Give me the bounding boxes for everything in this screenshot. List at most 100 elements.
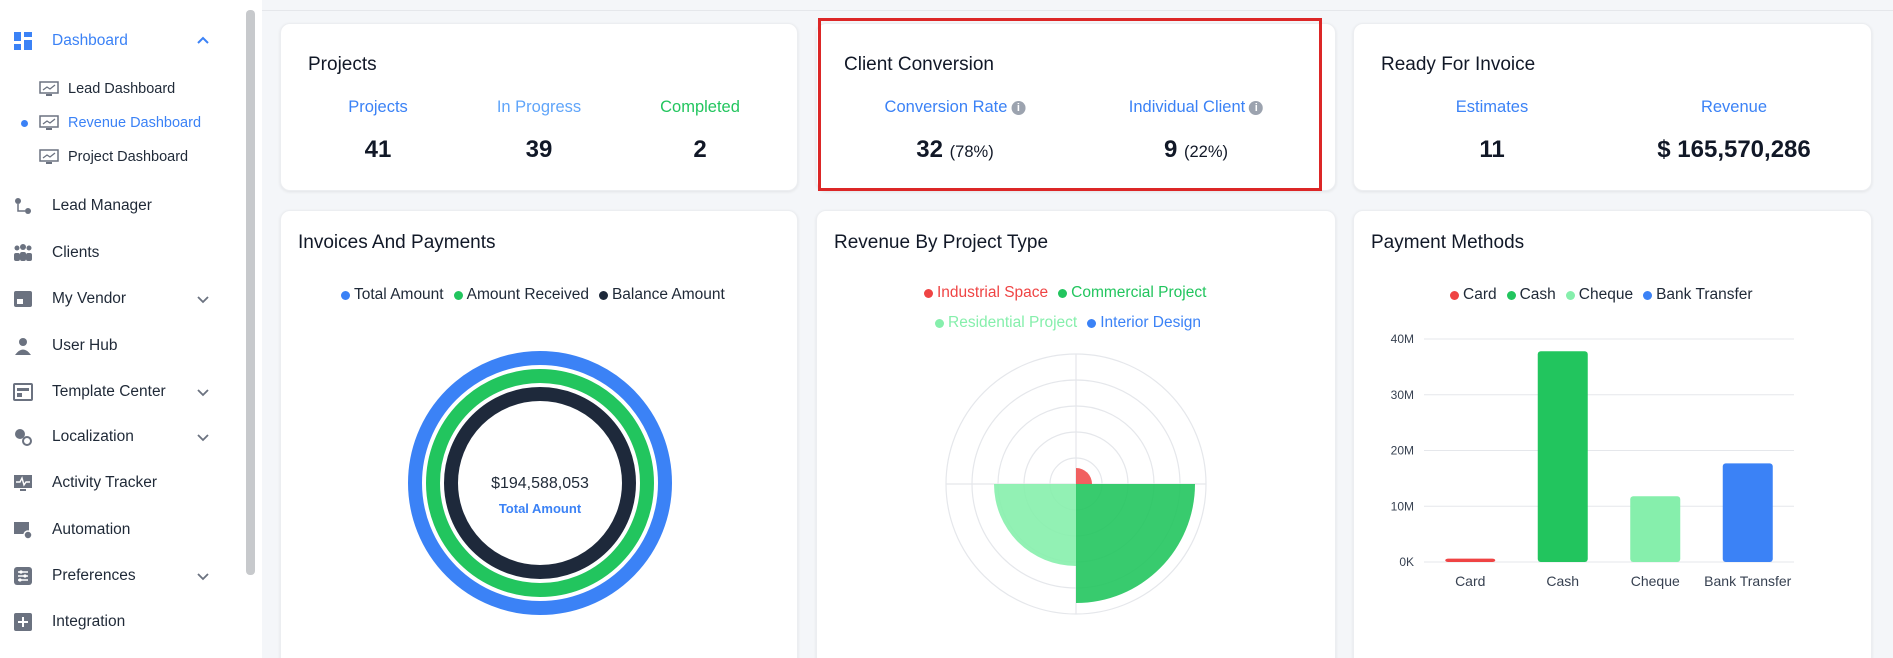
polar-area-chart (945, 353, 1207, 615)
legend-item[interactable]: Industrial Space (924, 284, 1048, 302)
chevron-down-icon[interactable] (196, 292, 210, 306)
in-progress-value: 39 (525, 136, 553, 163)
clients-icon (12, 242, 34, 264)
sidebar-scrollbar[interactable] (246, 10, 255, 575)
center-label: Total Amount (499, 501, 582, 516)
projects-value: 41 (364, 136, 392, 163)
chevron-down-icon[interactable] (196, 430, 210, 444)
monitor-chart-icon (39, 81, 59, 96)
residential-project-slice[interactable] (994, 484, 1076, 566)
payment-methods-card: Payment Methods Card Cash Cheque Bank Tr… (1353, 210, 1872, 658)
legend-item[interactable]: Residential Project (935, 314, 1077, 332)
lead-manager-icon (12, 195, 34, 217)
legend-dot (341, 290, 350, 300)
completed-label: Completed (660, 98, 740, 116)
y-tick-label: 30M (1391, 388, 1414, 402)
legend-item[interactable]: Cheque (1565, 286, 1633, 304)
chevron-down-icon[interactable] (196, 569, 210, 583)
ready-for-invoice-card: Ready For Invoice Estimates 11 Revenue $… (1353, 23, 1872, 191)
in-progress-label: In Progress (496, 98, 582, 116)
y-tick-label: 0K (1399, 555, 1414, 569)
legend-dot (1643, 290, 1653, 300)
info-icon[interactable]: i (1249, 100, 1264, 115)
preferences-icon (12, 565, 34, 587)
radial-bar-chart: $194,588,053 Total Amount (408, 351, 672, 615)
card-title: Projects (308, 54, 377, 75)
chart-legend: Industrial Space Commercial Project (924, 284, 1206, 302)
legend-dot (1450, 290, 1459, 300)
user-icon (12, 335, 34, 357)
center-value: $194,588,053 (491, 475, 589, 492)
legend-item[interactable]: Interior Design (1087, 314, 1201, 332)
projects-label: Projects (348, 98, 408, 116)
dashboard-icon (12, 30, 34, 52)
legend-item[interactable]: Total Amount (341, 286, 444, 304)
chart-legend: Total Amount Amount Received Balance Amo… (341, 286, 725, 304)
highlight-box (818, 18, 1322, 191)
y-tick-label: 20M (1391, 444, 1414, 458)
estimates-value: 11 (1479, 136, 1505, 163)
amount-received-ring[interactable] (426, 369, 654, 597)
invoices-payments-card: Invoices And Payments Total Amount Amoun… (280, 210, 798, 658)
info-icon[interactable]: i (1011, 100, 1026, 115)
revenue-value: $ 165,570,286 (1657, 136, 1811, 163)
card-title: Revenue By Project Type (834, 232, 1049, 253)
y-tick-label: 10M (1391, 499, 1414, 513)
chevron-up-icon[interactable] (196, 34, 210, 48)
legend-dot (924, 288, 933, 298)
chart-legend: Residential Project Interior Design (935, 314, 1201, 332)
template-icon (12, 381, 34, 403)
legend-dot (1506, 290, 1516, 300)
card-title: Client Conversion (844, 54, 994, 75)
x-tick-label: Card (1455, 573, 1485, 589)
legend-item[interactable]: Cash (1506, 286, 1556, 304)
card-title: Payment Methods (1371, 232, 1525, 253)
balance-amount-ring[interactable] (444, 387, 636, 579)
x-tick-label: Cash (1546, 573, 1579, 589)
payment-methods-bar-chart: 0K 10M 20M 30M 40M Card Cash Cheque Bank Transfe… (1391, 332, 1794, 589)
bar-cheque[interactable] (1630, 496, 1681, 562)
total-amount-ring[interactable] (408, 351, 672, 615)
monitor-chart-icon (39, 149, 59, 164)
sidebar: Dashboard Lead Dashboard Revenue Dashboa… (0, 0, 262, 658)
integration-icon (12, 611, 34, 633)
bar-cash[interactable] (1537, 351, 1588, 562)
automation-icon (12, 519, 34, 541)
card-title: Ready For Invoice (1381, 54, 1536, 75)
card-title: Invoices And Payments (298, 232, 496, 253)
legend-item[interactable]: Bank Transfer (1643, 286, 1753, 304)
legend-dot (598, 290, 608, 300)
legend-item[interactable]: Amount Received (453, 286, 589, 304)
sidebar-item-label: Dashboard (52, 32, 128, 49)
legend-item[interactable]: Balance Amount (598, 286, 725, 304)
industrial-space-slice[interactable] (1076, 468, 1092, 484)
header-divider (262, 10, 1893, 11)
legend-dot (1087, 318, 1097, 328)
monitor-chart-icon (39, 115, 59, 130)
bar-bank-transfer[interactable] (1722, 463, 1773, 562)
revenue-label: Revenue (1700, 98, 1768, 116)
chart-legend: Card Cash Cheque Bank Transfer (1450, 286, 1753, 304)
legend-dot (935, 318, 944, 328)
projects-card: Projects Projects 41 In Progress 39 Comp… (280, 23, 798, 191)
commercial-project-slice[interactable] (1076, 484, 1195, 603)
conversion-rate-value: 32 (78%) (916, 136, 994, 163)
legend-item[interactable]: Card (1450, 286, 1497, 304)
individual-client-value: 9 (22%) (1163, 136, 1229, 163)
revenue-by-project-type-card: Revenue By Project Type Industrial Space… (816, 210, 1336, 658)
chevron-down-icon[interactable] (196, 385, 210, 399)
legend-dot (1565, 290, 1575, 300)
legend-dot (453, 290, 463, 300)
individual-client-label: Individual Client i (1129, 98, 1264, 117)
estimates-label: Estimates (1455, 98, 1529, 116)
activity-icon (12, 472, 34, 494)
localization-icon (12, 426, 34, 448)
legend-item[interactable]: Commercial Project (1058, 284, 1206, 302)
legend-dot (1058, 288, 1068, 298)
active-bullet (21, 119, 28, 127)
x-tick-label: Bank Transfer (1704, 573, 1791, 589)
conversion-rate-label: Conversion Rate i (885, 98, 1026, 117)
bar-card[interactable] (1445, 558, 1496, 562)
vendor-icon (12, 288, 34, 310)
completed-value: 2 (693, 136, 707, 163)
